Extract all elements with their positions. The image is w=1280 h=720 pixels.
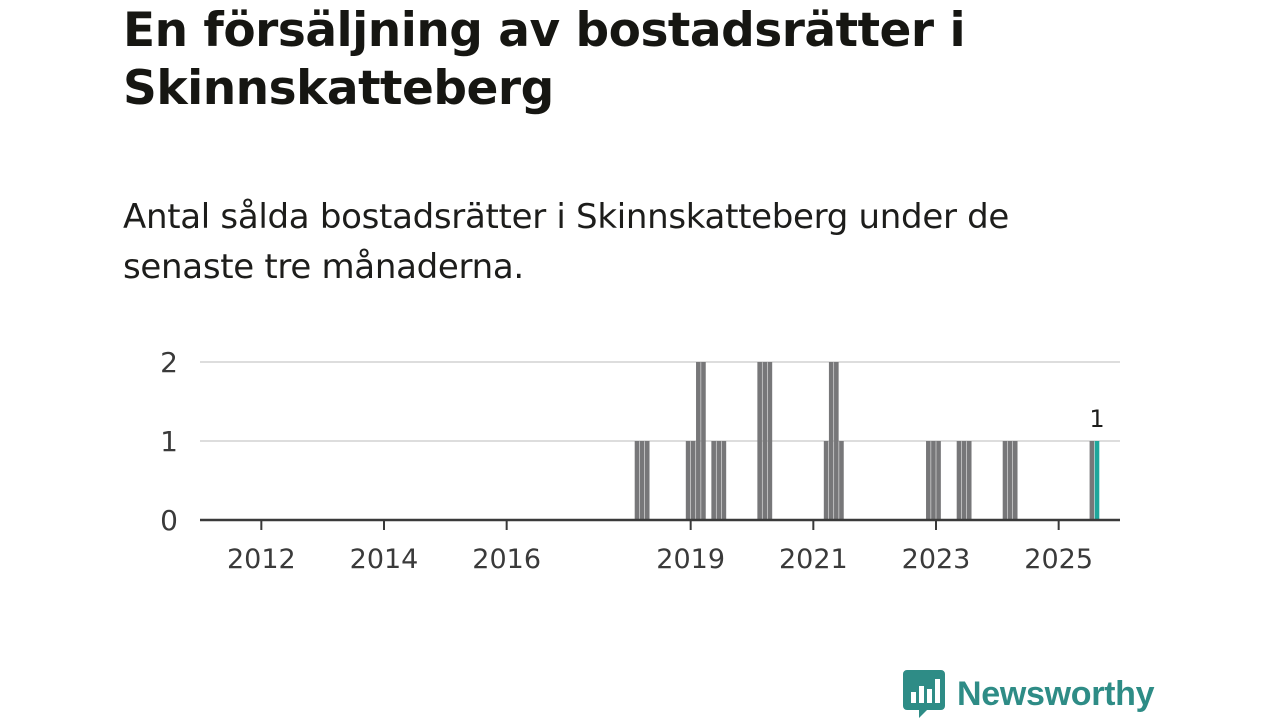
bar — [639, 441, 645, 520]
bar-chart: 0 1 2 2012 2014 2016 2019 2021 2023 2025 1 — [160, 346, 1120, 575]
chart-speech-bubble-icon — [903, 670, 945, 718]
bar — [716, 441, 722, 520]
bar-value-label: 1 — [1089, 405, 1104, 433]
x-tick-label: 2014 — [350, 544, 419, 575]
y-axis-ticks: 0 1 2 — [160, 346, 178, 537]
bar — [1012, 441, 1018, 520]
bar — [1007, 441, 1013, 520]
bar — [690, 441, 696, 520]
chart-subtitle: Antal sålda bostadsrätter i Skinnskatteb… — [123, 197, 1010, 287]
bar — [721, 441, 727, 520]
bar — [961, 441, 967, 520]
x-tick-label: 2025 — [1024, 544, 1093, 575]
x-tick-label: 2012 — [227, 544, 296, 575]
bar-highlighted — [1094, 441, 1100, 520]
bar — [696, 362, 701, 520]
x-axis-ticks: 2012 2014 2016 2019 2021 2023 2025 — [227, 520, 1093, 575]
bar — [823, 441, 829, 520]
bar — [685, 441, 691, 520]
bar — [839, 441, 844, 520]
bar — [931, 441, 936, 520]
x-tick-label: 2023 — [902, 544, 971, 575]
bar — [1002, 441, 1008, 520]
newsworthy-logo: Newsworthy — [903, 670, 1155, 718]
bar — [828, 362, 834, 520]
y-tick-label: 2 — [160, 346, 178, 379]
bar — [757, 362, 762, 520]
chart-title: En försäljning av bostadsrätter i Skinns… — [123, 3, 966, 116]
y-tick-label: 1 — [160, 425, 178, 458]
x-tick-label: 2016 — [472, 544, 541, 575]
bar — [701, 362, 706, 520]
bar — [1089, 441, 1095, 520]
bar — [711, 441, 716, 520]
bar — [634, 441, 640, 520]
brand-name: Newsworthy — [957, 674, 1155, 713]
bar — [762, 362, 768, 520]
bar — [966, 441, 972, 520]
y-tick-label: 0 — [160, 504, 178, 537]
bar — [956, 441, 962, 520]
grid-lines — [200, 361, 1120, 442]
x-tick-label: 2019 — [656, 544, 725, 575]
data-labels: 1 — [1089, 405, 1104, 433]
bar-series — [634, 362, 1100, 520]
bar — [767, 362, 773, 520]
x-tick-label: 2021 — [779, 544, 848, 575]
bar — [644, 441, 650, 520]
bar — [834, 362, 839, 520]
bar — [926, 441, 931, 520]
bar — [936, 441, 941, 520]
